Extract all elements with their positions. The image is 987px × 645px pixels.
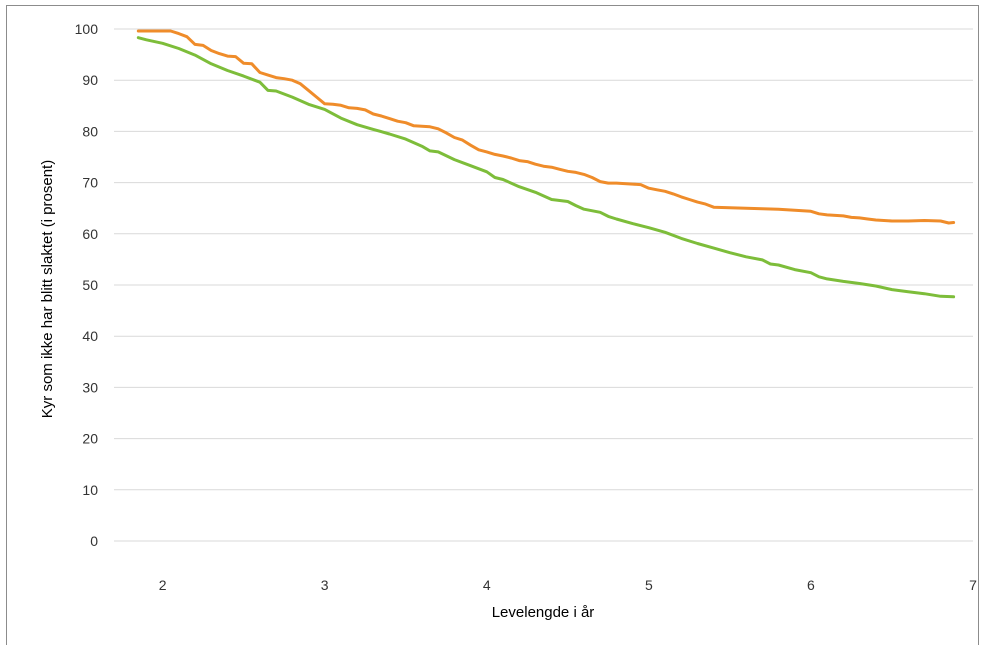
gridlines: [114, 28, 973, 542]
y-tick-label: 0: [90, 533, 98, 549]
y-tick-label: 80: [82, 123, 98, 139]
x-tick-label: 7: [969, 577, 977, 593]
y-tick-label: 50: [82, 277, 98, 293]
series-line-1: [136, 29, 956, 225]
survival-line-chart: 0 10 20 30 40 50 60 70 80 90 100 2 3 4 5 6 7 Levelengde…: [39, 21, 977, 621]
x-tick-label: 5: [645, 577, 653, 593]
x-axis-title: Levelengde i år: [492, 604, 595, 621]
y-tick-label: 30: [82, 379, 98, 395]
x-tick-label: 3: [321, 577, 329, 593]
x-tick-label: 4: [483, 577, 491, 593]
y-tick-label: 70: [82, 175, 98, 191]
y-tick-label: 40: [82, 328, 98, 344]
y-tick-label: 90: [82, 72, 98, 88]
y-axis-title: Kyr som ikke har blitt slaktet (i prosen…: [39, 160, 56, 418]
y-tick-label: 20: [82, 431, 98, 447]
y-tick-label: 10: [82, 482, 98, 498]
series-lines: [136, 29, 956, 299]
chart-frame: [6, 5, 979, 645]
series-line-2: [136, 36, 956, 299]
y-tick-label: 60: [82, 226, 98, 242]
x-tick-label: 6: [807, 577, 815, 593]
x-tick-label: 2: [159, 577, 167, 593]
y-tick-label: 100: [75, 21, 99, 37]
y-tick-labels: 0 10 20 30 40 50 60 70 80 90 100: [75, 21, 99, 549]
x-tick-labels: 2 3 4 5 6 7: [159, 577, 977, 593]
